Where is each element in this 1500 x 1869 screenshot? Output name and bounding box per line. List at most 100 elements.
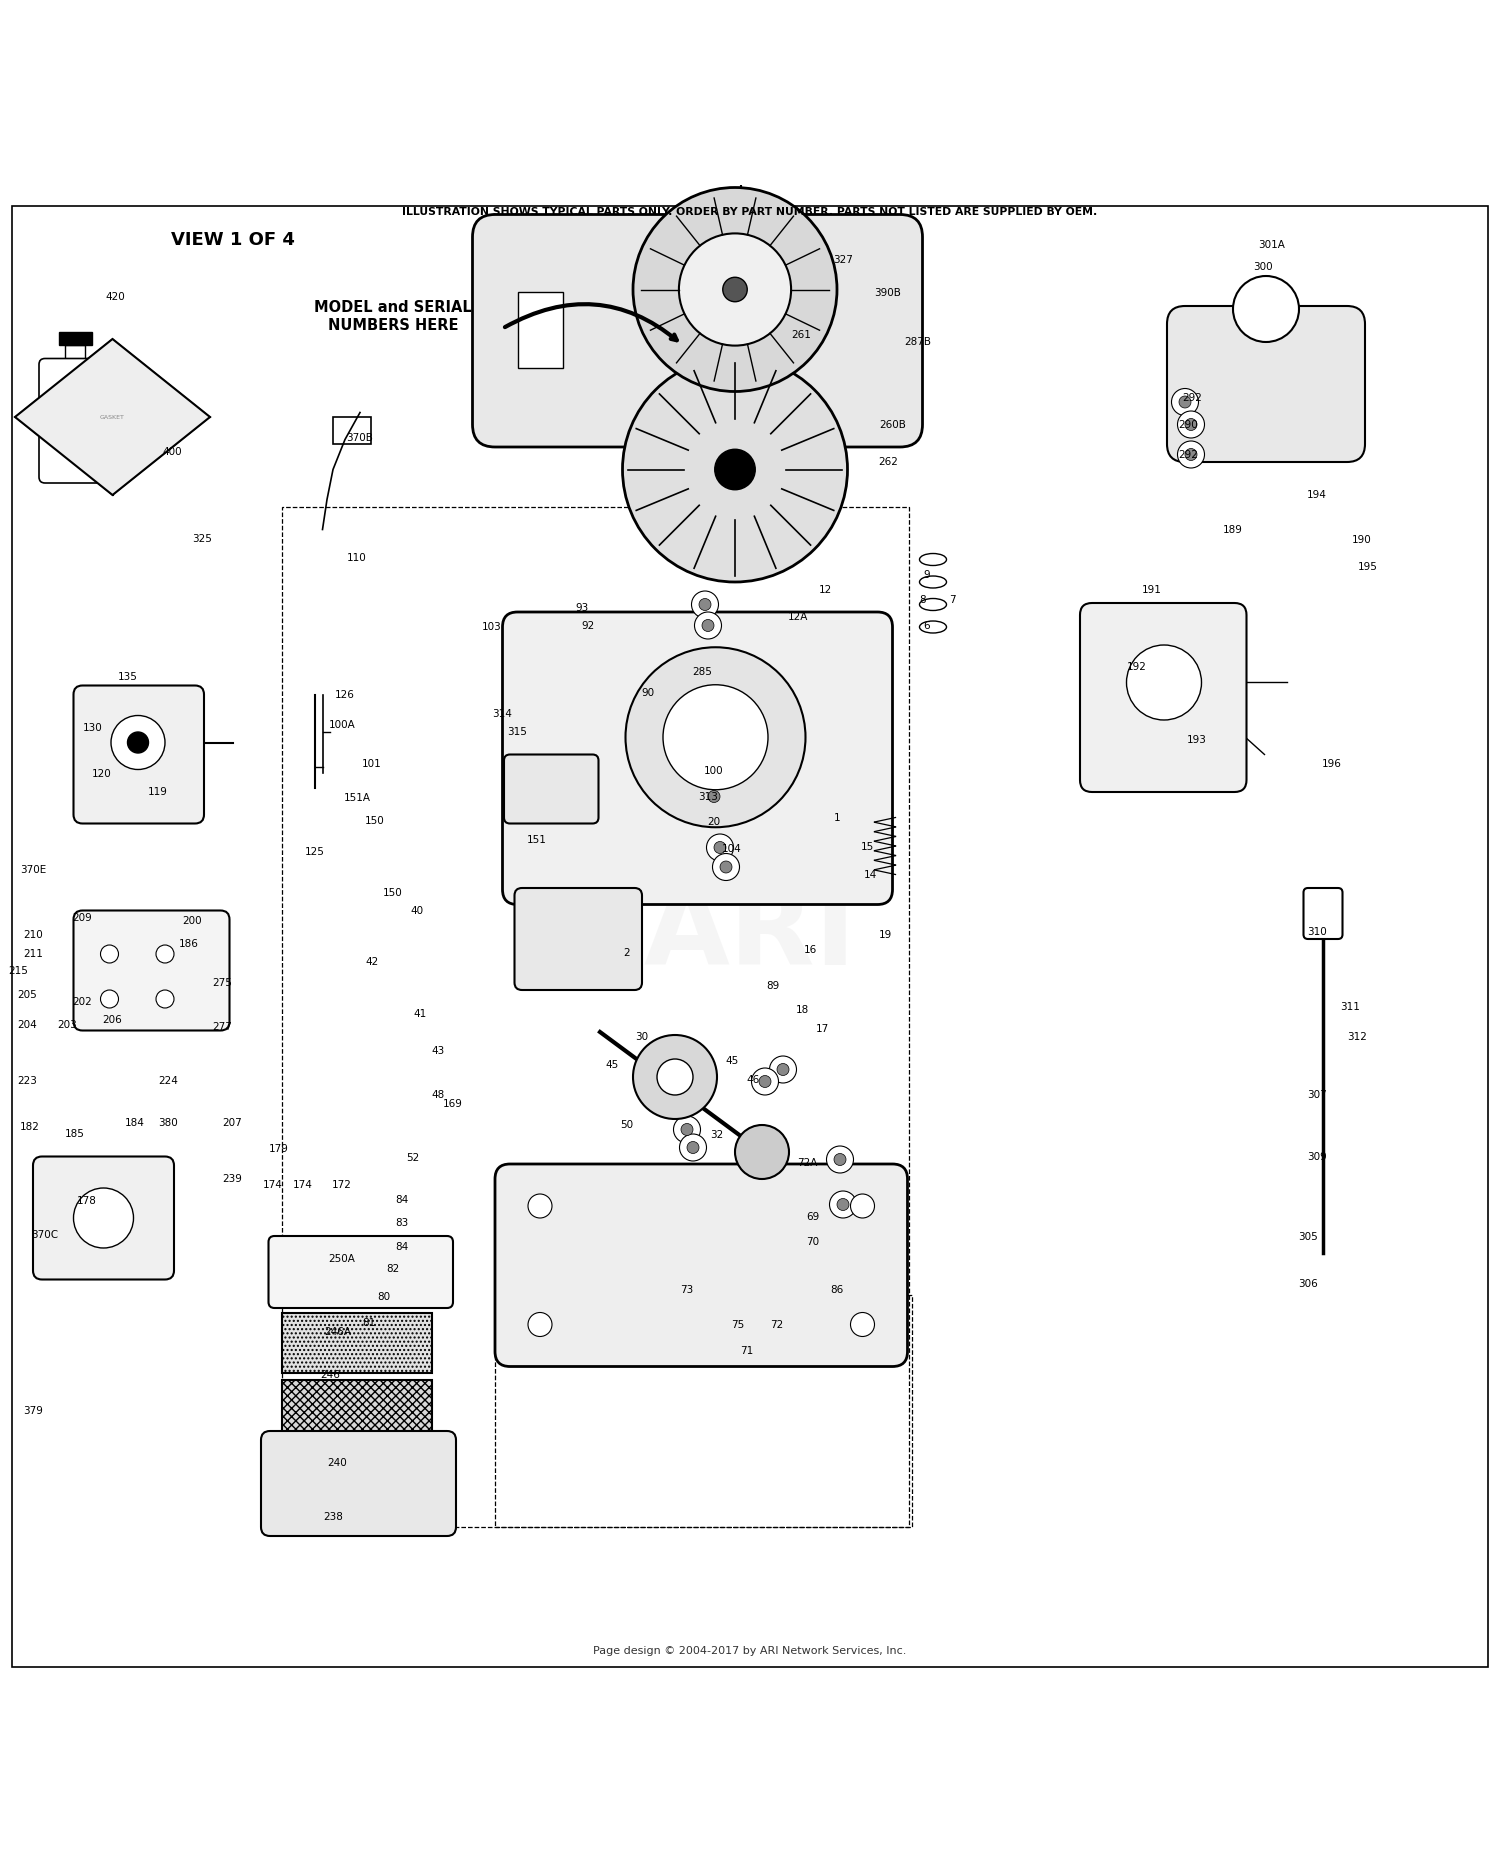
Circle shape xyxy=(830,1191,856,1219)
Text: 379: 379 xyxy=(22,1407,44,1417)
Text: 400: 400 xyxy=(162,447,183,456)
Bar xyxy=(518,293,562,368)
Text: 327: 327 xyxy=(833,254,854,265)
Text: 305: 305 xyxy=(1298,1232,1318,1243)
Text: 71: 71 xyxy=(741,1346,753,1357)
Text: 104: 104 xyxy=(722,845,742,854)
Bar xyxy=(58,331,92,346)
Circle shape xyxy=(714,449,754,490)
Text: 206: 206 xyxy=(102,1015,123,1024)
Text: 306: 306 xyxy=(1298,1278,1318,1290)
Circle shape xyxy=(1178,411,1204,437)
Text: 312: 312 xyxy=(1347,1032,1368,1041)
Text: 179: 179 xyxy=(268,1144,290,1153)
Text: 20: 20 xyxy=(708,817,720,826)
Text: 18: 18 xyxy=(796,1004,808,1015)
FancyBboxPatch shape xyxy=(495,1164,908,1366)
Circle shape xyxy=(156,991,174,1007)
Circle shape xyxy=(663,684,768,791)
Text: 151: 151 xyxy=(526,835,548,845)
Text: 190: 190 xyxy=(1352,535,1372,546)
FancyBboxPatch shape xyxy=(74,686,204,824)
Text: 42: 42 xyxy=(366,957,378,966)
Circle shape xyxy=(681,1123,693,1136)
Text: 15: 15 xyxy=(861,843,873,852)
Text: 151A: 151A xyxy=(344,792,370,804)
Circle shape xyxy=(633,187,837,391)
Text: 292: 292 xyxy=(1178,450,1198,460)
Ellipse shape xyxy=(920,598,946,611)
Text: 14: 14 xyxy=(864,869,876,880)
Circle shape xyxy=(723,277,747,301)
Text: 370C: 370C xyxy=(32,1230,58,1239)
Text: 46: 46 xyxy=(747,1075,759,1086)
Text: 224: 224 xyxy=(158,1077,178,1086)
Bar xyxy=(282,1379,432,1432)
Text: 45: 45 xyxy=(726,1056,738,1065)
Text: 195: 195 xyxy=(1358,563,1378,572)
Circle shape xyxy=(1178,441,1204,467)
Ellipse shape xyxy=(920,621,946,634)
Ellipse shape xyxy=(920,553,946,566)
FancyBboxPatch shape xyxy=(472,215,922,447)
Text: 193: 193 xyxy=(1186,735,1208,744)
Text: 126: 126 xyxy=(334,690,356,699)
Circle shape xyxy=(694,611,721,639)
Text: 240: 240 xyxy=(327,1458,348,1467)
Text: 89: 89 xyxy=(766,981,778,991)
Text: 72A: 72A xyxy=(796,1157,818,1168)
Text: 19: 19 xyxy=(879,929,891,940)
Circle shape xyxy=(633,1035,717,1120)
Text: 135: 135 xyxy=(117,671,138,682)
Text: 301A: 301A xyxy=(1258,239,1286,249)
Circle shape xyxy=(657,1060,693,1095)
Text: 194: 194 xyxy=(1306,490,1328,501)
FancyBboxPatch shape xyxy=(39,359,111,482)
Text: 75: 75 xyxy=(732,1320,744,1329)
Text: 72: 72 xyxy=(771,1320,783,1329)
Text: 178: 178 xyxy=(76,1196,98,1207)
Circle shape xyxy=(626,647,806,828)
Text: 150: 150 xyxy=(382,888,404,897)
Text: 83: 83 xyxy=(396,1217,408,1228)
Text: 84: 84 xyxy=(396,1241,408,1252)
Text: 45: 45 xyxy=(606,1060,618,1069)
Text: 81: 81 xyxy=(363,1318,375,1329)
Text: 182: 182 xyxy=(20,1121,40,1131)
FancyBboxPatch shape xyxy=(1304,888,1342,938)
Text: 100: 100 xyxy=(704,766,724,776)
Bar xyxy=(282,1312,432,1372)
Ellipse shape xyxy=(920,576,946,589)
Text: 130: 130 xyxy=(82,723,104,733)
Text: 110: 110 xyxy=(346,553,368,563)
Text: 196: 196 xyxy=(1322,759,1342,768)
Text: 207: 207 xyxy=(222,1118,243,1129)
Circle shape xyxy=(687,1142,699,1153)
Text: 8: 8 xyxy=(920,594,926,606)
Text: 189: 189 xyxy=(1222,525,1244,535)
Text: 70: 70 xyxy=(807,1237,819,1247)
Text: 84: 84 xyxy=(396,1194,408,1206)
Text: 192: 192 xyxy=(1126,662,1148,673)
Circle shape xyxy=(1233,277,1299,342)
Text: 325: 325 xyxy=(192,533,213,544)
Text: 290: 290 xyxy=(1178,419,1198,430)
Circle shape xyxy=(111,716,165,770)
Text: 93: 93 xyxy=(576,602,588,613)
Circle shape xyxy=(100,946,118,963)
Bar xyxy=(282,506,909,1527)
Text: 12: 12 xyxy=(819,585,831,594)
Circle shape xyxy=(680,234,790,346)
FancyBboxPatch shape xyxy=(268,1235,453,1308)
Text: 30: 30 xyxy=(636,1032,648,1041)
Text: 9: 9 xyxy=(924,570,930,579)
Circle shape xyxy=(706,834,734,862)
Text: 211: 211 xyxy=(22,949,44,959)
Circle shape xyxy=(1185,449,1197,460)
Circle shape xyxy=(837,1198,849,1211)
FancyBboxPatch shape xyxy=(1080,604,1246,792)
Circle shape xyxy=(850,1312,874,1336)
Circle shape xyxy=(735,1125,789,1179)
Text: 120: 120 xyxy=(92,768,112,779)
Circle shape xyxy=(777,1063,789,1075)
